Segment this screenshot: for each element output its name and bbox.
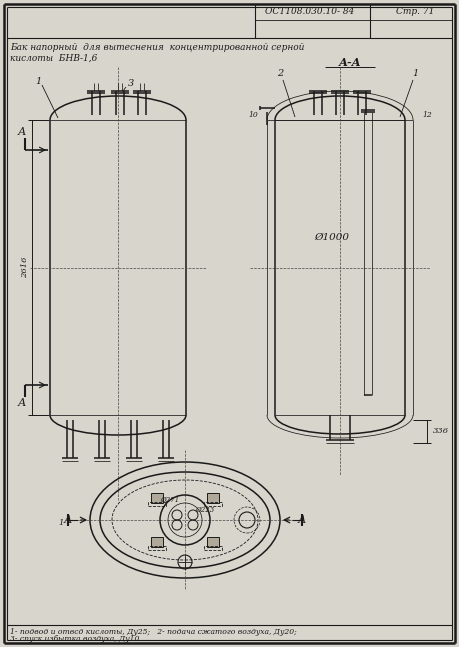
Text: 1- подвод и отвсд кислоты, Ду25;   2- подача сжатого воздуха, Ду20;: 1- подвод и отвсд кислоты, Ду25; 2- пода… [10,628,297,636]
Text: А: А [298,515,306,525]
Bar [148,502,166,506]
Bar [207,537,219,547]
Text: А-А: А-А [339,58,361,69]
Bar [204,502,222,506]
Text: Ø271: Ø271 [160,496,179,504]
Text: 2616: 2616 [21,257,29,278]
Text: Бак напорный  для вытеснения  концентрированной серной: Бак напорный для вытеснения концентриров… [10,43,304,52]
Bar [204,546,222,550]
Text: А: А [18,127,26,137]
Text: 1: 1 [35,76,41,85]
Text: 10: 10 [248,111,258,119]
Text: 336: 336 [433,427,449,435]
Text: 12: 12 [422,111,432,119]
Text: 1: 1 [412,69,418,78]
Text: Ø1000: Ø1000 [314,233,349,242]
Bar [151,493,163,503]
Text: 1: 1 [58,519,64,527]
Text: Ø223: Ø223 [196,506,215,514]
Bar [207,493,219,503]
Bar [148,546,166,550]
Bar [151,537,163,547]
Text: 3: 3 [128,78,134,87]
Text: А: А [64,515,72,525]
Text: 2: 2 [277,69,283,78]
Text: кислоты  БНВ-1,6: кислоты БНВ-1,6 [10,54,97,63]
Text: ОСТ108.030.10- 84: ОСТ108.030.10- 84 [265,6,355,16]
Text: А: А [18,398,26,408]
Text: 3- спуск избытка воздуха, Ду10.: 3- спуск избытка воздуха, Ду10. [10,635,142,643]
Text: Стр. 71: Стр. 71 [396,6,434,16]
